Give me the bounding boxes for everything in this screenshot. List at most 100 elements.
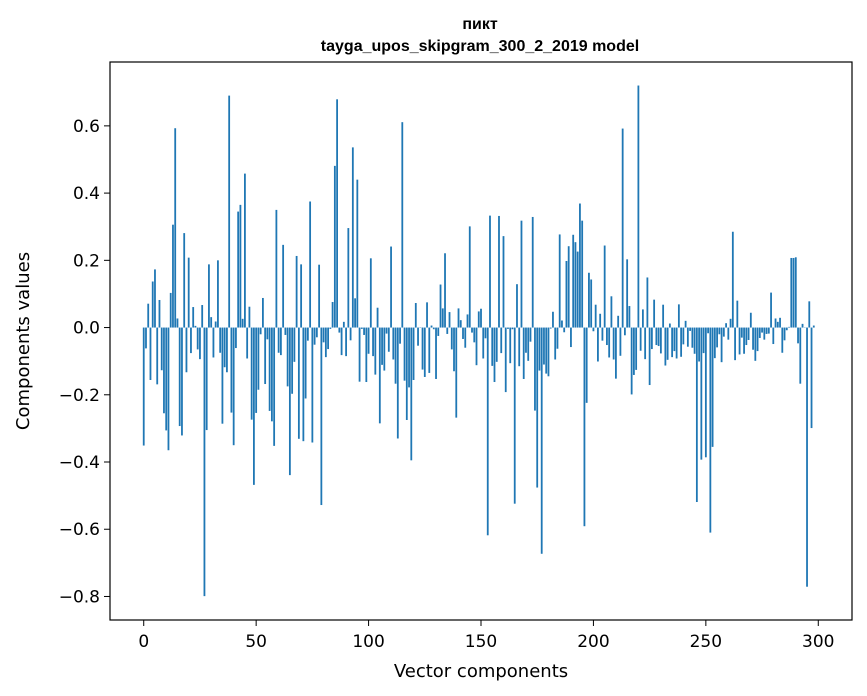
bar-35 bbox=[221, 327, 224, 424]
bar-76 bbox=[313, 327, 316, 345]
bar-66 bbox=[291, 327, 294, 394]
bar-264 bbox=[736, 300, 739, 328]
bar-47 bbox=[248, 306, 251, 328]
bar-122 bbox=[417, 327, 419, 346]
bar-134 bbox=[444, 253, 446, 328]
bar-138 bbox=[453, 327, 455, 372]
bar-181 bbox=[549, 327, 552, 329]
bar-191 bbox=[572, 234, 575, 328]
bar-101 bbox=[369, 258, 372, 328]
bar-164 bbox=[511, 327, 514, 330]
bar-262 bbox=[731, 231, 734, 328]
bars-group bbox=[142, 85, 815, 597]
bar-23 bbox=[194, 325, 197, 328]
bar-219 bbox=[635, 327, 638, 370]
bar-271 bbox=[752, 327, 754, 350]
bar-82 bbox=[327, 327, 329, 350]
bar-270 bbox=[749, 312, 752, 328]
bar-45 bbox=[244, 173, 246, 328]
bar-159 bbox=[500, 327, 503, 354]
bar-146 bbox=[471, 327, 473, 333]
bar-31 bbox=[212, 327, 215, 358]
bar-190 bbox=[570, 327, 572, 348]
bar-139 bbox=[455, 327, 458, 418]
bar-244 bbox=[691, 327, 694, 348]
bar-256 bbox=[718, 327, 721, 335]
bar-144 bbox=[466, 314, 469, 328]
bar-8 bbox=[160, 327, 163, 371]
bar-9 bbox=[163, 327, 165, 414]
bar-274 bbox=[758, 327, 761, 338]
bar-3 bbox=[149, 327, 152, 380]
bar-21 bbox=[190, 327, 192, 354]
chart-subtitle: tayga_upos_skipgram_300_2_2019 model bbox=[321, 38, 639, 55]
bar-135 bbox=[446, 327, 449, 334]
bar-109 bbox=[387, 327, 390, 352]
bar-290 bbox=[794, 257, 797, 328]
bar-71 bbox=[302, 327, 305, 442]
bar-157 bbox=[495, 327, 498, 362]
bar-37 bbox=[226, 327, 228, 373]
bar-12 bbox=[169, 292, 172, 328]
bar-87 bbox=[338, 327, 341, 333]
bar-98 bbox=[363, 327, 365, 335]
bar-170 bbox=[525, 327, 527, 353]
y-axis-label: Components values bbox=[13, 252, 34, 430]
bar-124 bbox=[421, 327, 424, 370]
bar-293 bbox=[801, 323, 804, 328]
bar-152 bbox=[484, 327, 487, 339]
bar-24 bbox=[196, 327, 199, 350]
x-axis-ticks: 0 50 100 150 200 250 300 bbox=[138, 620, 834, 652]
bar-192 bbox=[574, 242, 577, 328]
bar-147 bbox=[473, 327, 476, 343]
y-tick-label: 0.6 bbox=[73, 117, 100, 137]
bar-174 bbox=[534, 327, 536, 411]
bar-90 bbox=[345, 327, 347, 357]
bar-275 bbox=[761, 327, 763, 333]
bar-208 bbox=[610, 296, 613, 328]
bar-77 bbox=[315, 327, 318, 338]
bar-266 bbox=[740, 327, 743, 338]
bar-86 bbox=[336, 99, 338, 328]
bar-6 bbox=[156, 327, 159, 385]
bar-105 bbox=[378, 327, 381, 424]
bar-15 bbox=[176, 318, 179, 328]
bar-14 bbox=[174, 128, 177, 328]
bar-0 bbox=[142, 327, 145, 446]
y-tick-label: −0.8 bbox=[59, 587, 100, 607]
bar-175 bbox=[536, 327, 539, 488]
bar-112 bbox=[394, 327, 397, 384]
bar-193 bbox=[576, 251, 579, 328]
bar-84 bbox=[331, 302, 334, 328]
bar-61 bbox=[279, 327, 282, 356]
bar-218 bbox=[633, 327, 635, 375]
bar-272 bbox=[754, 327, 757, 361]
bar-183 bbox=[554, 327, 557, 360]
bar-119 bbox=[410, 327, 413, 461]
bar-95 bbox=[356, 179, 359, 328]
bar-39 bbox=[230, 327, 233, 413]
bar-7 bbox=[158, 299, 161, 328]
bar-173 bbox=[531, 216, 534, 328]
bar-25 bbox=[199, 327, 201, 360]
bar-165 bbox=[513, 327, 516, 504]
bar-295 bbox=[806, 327, 808, 587]
bar-143 bbox=[464, 327, 467, 348]
bar-73 bbox=[306, 327, 309, 341]
bar-148 bbox=[475, 327, 478, 366]
bar-258 bbox=[722, 327, 725, 337]
bar-13 bbox=[172, 224, 174, 328]
bar-153 bbox=[486, 327, 489, 536]
bar-60 bbox=[277, 327, 280, 353]
bar-49 bbox=[253, 327, 255, 485]
bar-169 bbox=[522, 327, 525, 379]
bar-223 bbox=[644, 327, 647, 360]
bar-225 bbox=[648, 327, 651, 386]
x-tick-label: 300 bbox=[802, 632, 834, 652]
bar-30 bbox=[210, 317, 213, 328]
bar-213 bbox=[621, 128, 624, 328]
bar-114 bbox=[399, 327, 401, 344]
bar-162 bbox=[507, 327, 509, 329]
bar-180 bbox=[547, 327, 550, 377]
